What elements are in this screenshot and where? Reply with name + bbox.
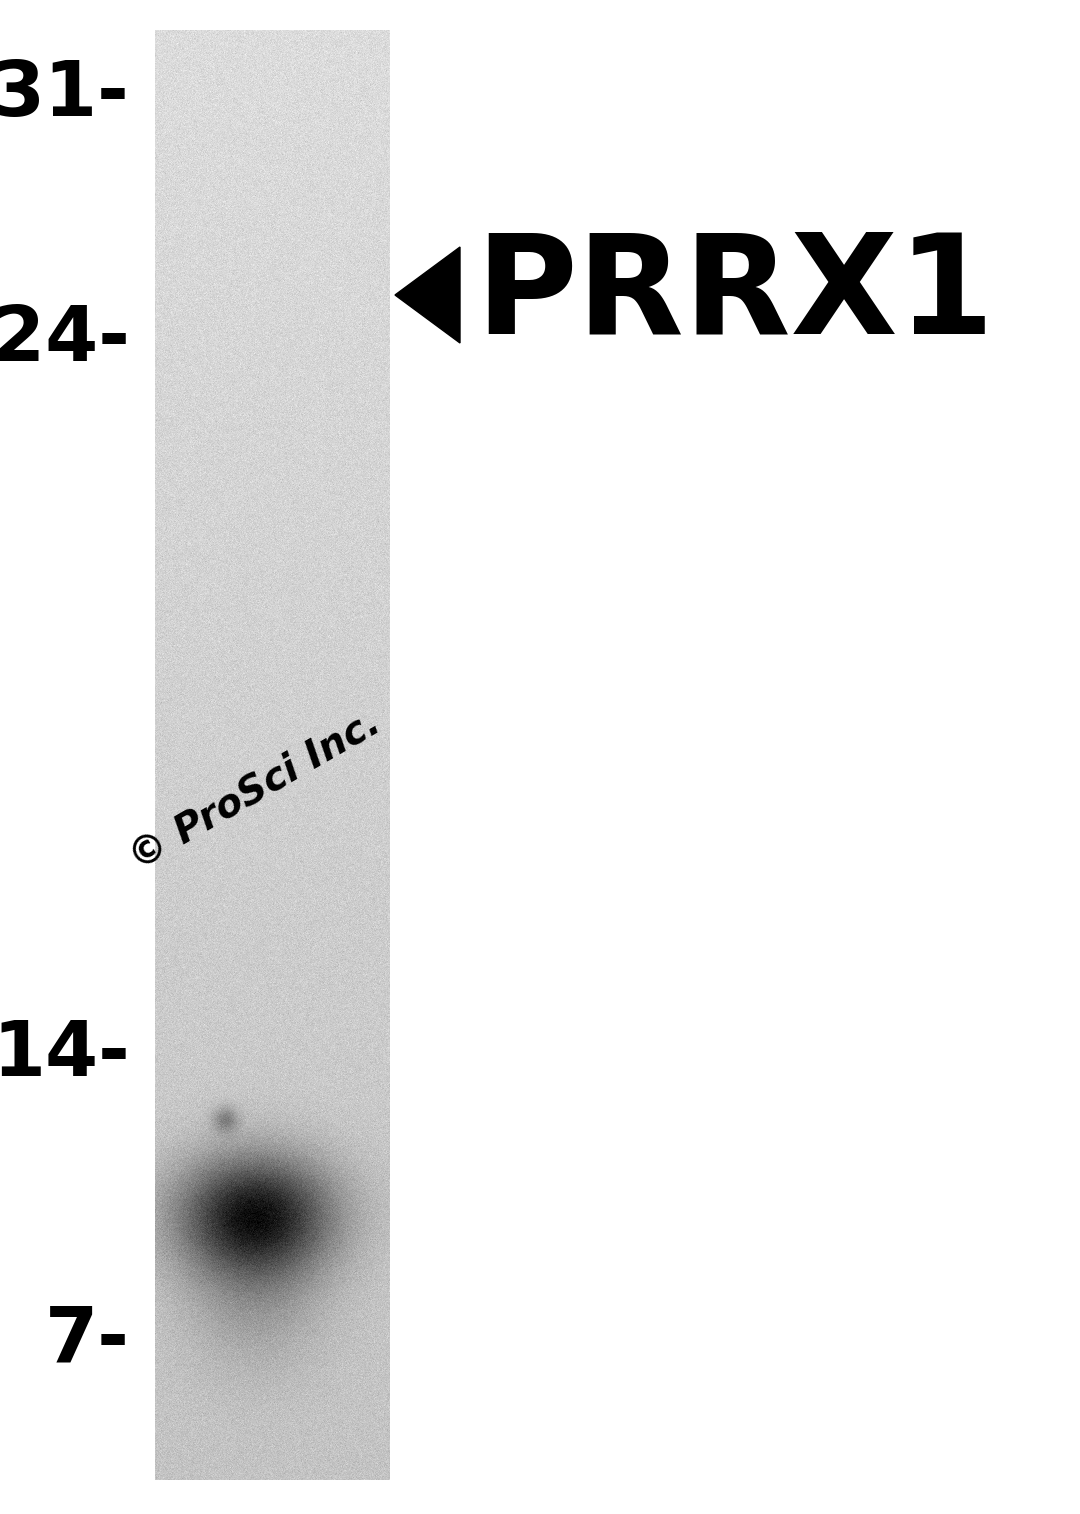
Text: 7-: 7- <box>45 1304 130 1378</box>
Text: 31-: 31- <box>0 58 130 132</box>
Text: 24-: 24- <box>0 303 130 377</box>
Text: 14-: 14- <box>0 1017 130 1092</box>
Polygon shape <box>395 247 460 344</box>
Text: © ProSci Inc.: © ProSci Inc. <box>123 702 387 877</box>
Text: PRRX1: PRRX1 <box>475 227 995 362</box>
